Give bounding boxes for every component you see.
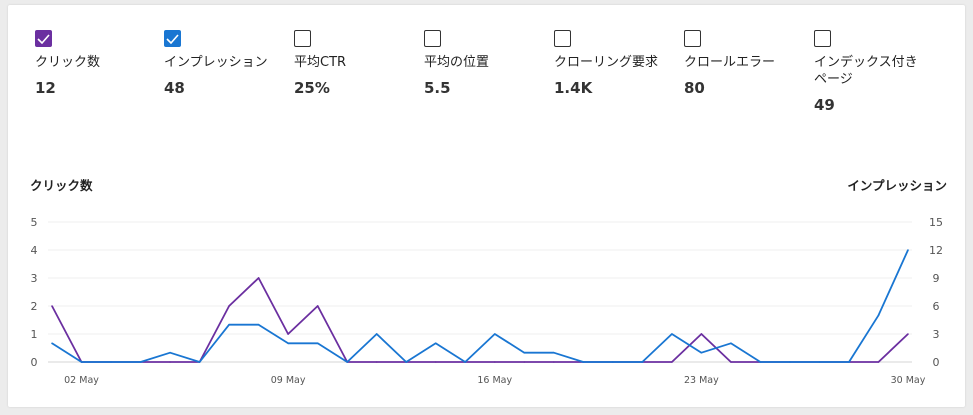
impressions-point <box>818 361 821 363</box>
x-tick-label: 30 May <box>891 375 926 386</box>
clicks-point <box>287 333 289 335</box>
metric-value: 5.5 <box>424 79 451 97</box>
impressions-point <box>700 351 703 354</box>
impressions-point <box>139 361 142 363</box>
y-left-tick-label: 2 <box>31 300 38 313</box>
metric-toggle-6[interactable]: クロールエラー 80 <box>684 30 802 97</box>
metric-checkbox[interactable] <box>424 30 441 47</box>
metric-label: クロールエラー <box>684 55 776 70</box>
clicks-point <box>316 305 319 307</box>
impressions-point <box>375 333 378 335</box>
impressions-point <box>316 342 319 345</box>
clicks-point <box>671 361 673 363</box>
impressions-point <box>907 249 909 251</box>
metric-checkbox[interactable] <box>684 30 701 47</box>
impressions-point <box>671 333 673 335</box>
y-right-tick-label: 15 <box>929 216 943 229</box>
metric-label: インデックス付きページ <box>814 55 918 87</box>
x-tick-label: 23 May <box>684 375 719 386</box>
clicks-point <box>700 333 703 335</box>
x-tick-label: 09 May <box>271 375 306 386</box>
x-tick-label: 02 May <box>64 375 99 386</box>
performance-card: クリック数 12 インプレッション 48 平均CTR 25% 平均の位置 5.5 クローリング要… <box>8 5 965 407</box>
metric-toggle-1[interactable]: クリック数 12 <box>35 30 153 97</box>
impressions-point <box>80 361 83 363</box>
impressions-point <box>493 333 496 335</box>
metric-label: 平均の位置 <box>424 55 490 70</box>
impressions-point <box>730 342 732 345</box>
impressions-point <box>287 342 289 345</box>
clicks-point <box>493 361 496 363</box>
right-axis-title: インプレッション <box>847 178 947 193</box>
y-right-tick-label: 0 <box>933 356 940 369</box>
clicks-point <box>552 361 555 363</box>
left-axis-title: クリック数 <box>30 178 93 193</box>
metric-toggle-7[interactable]: インデックス付きページ 49 <box>814 30 932 114</box>
y-left-tick-label: 3 <box>31 272 38 285</box>
impressions-point <box>169 351 171 354</box>
metric-value: 48 <box>164 79 185 97</box>
clicks-point <box>523 361 526 363</box>
clicks-point <box>434 361 437 363</box>
impressions-point <box>523 351 526 354</box>
y-right-tick-label: 6 <box>933 300 940 313</box>
clicks-point <box>730 361 732 363</box>
metric-checkbox[interactable] <box>35 30 52 47</box>
impressions-point <box>641 361 644 363</box>
impressions-point <box>51 342 53 345</box>
impressions-point <box>848 361 850 363</box>
x-tick-label: 16 May <box>477 375 512 386</box>
y-left-tick-label: 4 <box>31 244 38 257</box>
metric-label: クローリング要求 <box>554 55 659 70</box>
clicks-point <box>51 305 53 307</box>
impressions-point <box>405 361 408 363</box>
impressions-point <box>110 361 112 363</box>
clicks-point <box>257 277 260 279</box>
metric-value: 25% <box>294 79 330 97</box>
metric-checkbox[interactable] <box>164 30 181 47</box>
impressions-point <box>464 361 467 363</box>
metric-toggle-4[interactable]: 平均の位置 5.5 <box>424 30 542 97</box>
clicks-series-line <box>51 277 909 363</box>
metric-value: 80 <box>684 79 705 97</box>
metric-checkbox[interactable] <box>294 30 311 47</box>
y-left-tick-label: 1 <box>31 328 38 341</box>
metric-label: クリック数 <box>35 55 101 70</box>
impressions-point <box>582 361 585 363</box>
impressions-point <box>434 342 437 345</box>
y-right-tick-label: 12 <box>929 244 943 257</box>
metric-value: 12 <box>35 79 56 97</box>
impressions-point <box>759 361 762 363</box>
checkmark-icon <box>166 33 179 44</box>
impressions-point <box>789 361 791 363</box>
metric-toggle-3[interactable]: 平均CTR 25% <box>294 30 412 97</box>
y-right-tick-label: 9 <box>933 272 940 285</box>
impressions-series-line <box>51 249 909 363</box>
clicks-point <box>907 333 909 335</box>
metric-toggle-5[interactable]: クローリング要求 1.4K <box>554 30 672 97</box>
impressions-point <box>346 361 348 363</box>
impressions-point <box>552 351 555 354</box>
metric-label: 平均CTR <box>294 55 347 70</box>
impressions-point <box>612 361 614 363</box>
y-right-tick-label: 3 <box>933 328 940 341</box>
clicks-point <box>375 361 378 363</box>
metric-checkbox[interactable] <box>814 30 831 47</box>
impressions-point <box>228 323 230 326</box>
clicks-point <box>228 305 230 307</box>
y-left-tick-label: 0 <box>31 356 38 369</box>
clicks-point <box>169 361 171 363</box>
y-left-tick-label: 5 <box>31 216 38 229</box>
metric-toggle-2[interactable]: インプレッション 48 <box>164 30 282 97</box>
impressions-point <box>257 323 260 326</box>
impressions-point <box>198 361 201 363</box>
impressions-point <box>877 314 880 317</box>
metric-value: 49 <box>814 96 835 114</box>
clicks-point <box>877 361 880 363</box>
metric-value: 1.4K <box>554 79 593 97</box>
metric-checkbox[interactable] <box>554 30 571 47</box>
metric-label: インプレッション <box>164 55 268 70</box>
checkmark-icon <box>37 33 50 44</box>
